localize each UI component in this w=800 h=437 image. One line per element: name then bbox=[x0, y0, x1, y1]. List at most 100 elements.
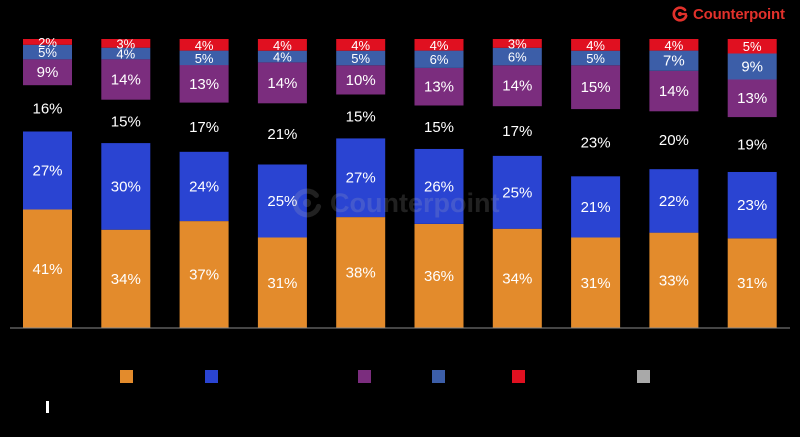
data-label-s4-c1: 4% bbox=[116, 47, 135, 62]
legend-swatch-s4 bbox=[432, 370, 445, 383]
bar-segment-s3-c6 bbox=[492, 65, 542, 107]
data-label-s5-c3: 4% bbox=[273, 38, 292, 53]
data-label-s4-c6: 6% bbox=[508, 50, 527, 65]
legend-swatch-s0 bbox=[120, 370, 133, 383]
bars-layer bbox=[23, 39, 777, 328]
data-label-s5-c7: 4% bbox=[586, 38, 605, 53]
data-label-s2-c0: 16% bbox=[32, 100, 62, 117]
bar-segment-s0-c0 bbox=[23, 209, 72, 328]
bar-segment-s3-c4 bbox=[336, 65, 386, 95]
data-label-s1-c7: 21% bbox=[581, 199, 611, 216]
bar-segment-s4-c1 bbox=[101, 47, 151, 60]
legend-swatch-s5 bbox=[512, 370, 525, 383]
data-label-s2-c2: 17% bbox=[189, 119, 219, 136]
data-label-s3-c3: 14% bbox=[267, 75, 297, 92]
logo-mark-icon bbox=[672, 6, 688, 22]
data-label-s1-c9: 23% bbox=[737, 197, 767, 214]
watermark-logo-icon bbox=[292, 188, 322, 218]
bar-segment-s4-c6 bbox=[492, 47, 542, 66]
data-label-s1-c3: 25% bbox=[267, 193, 297, 210]
data-label-s4-c0: 5% bbox=[38, 45, 57, 60]
data-label-s0-c5: 36% bbox=[424, 268, 454, 285]
data-label-s2-c6: 17% bbox=[502, 123, 532, 140]
data-label-s1-c8: 22% bbox=[659, 193, 689, 210]
bar-segment-s5-c0 bbox=[23, 39, 72, 45]
bar-segment-s1-c0 bbox=[23, 131, 72, 210]
data-label-s4-c8: 7% bbox=[663, 53, 685, 70]
legend-swatch-s6 bbox=[637, 370, 650, 383]
bar-segment-s0-c3 bbox=[257, 237, 307, 328]
data-label-s3-c0: 9% bbox=[37, 64, 59, 81]
data-label-s1-c5: 26% bbox=[424, 178, 454, 195]
bar-segment-s4-c5 bbox=[414, 50, 464, 68]
data-label-s2-c3: 21% bbox=[267, 126, 297, 143]
data-label-s1-c0: 27% bbox=[32, 163, 62, 180]
data-label-s3-c9: 13% bbox=[737, 90, 767, 107]
data-label-s3-c4: 10% bbox=[346, 72, 376, 89]
bar-segment-s2-c0 bbox=[23, 85, 72, 132]
bar-segment-s4-c7 bbox=[571, 50, 621, 66]
data-label-s3-c2: 13% bbox=[189, 76, 219, 93]
labels-layer: 41%27%16%9%5%2%34%30%15%14%4%3%37%24%17%… bbox=[32, 35, 767, 292]
source-marker bbox=[46, 401, 49, 413]
bar-segment-s0-c6 bbox=[492, 228, 542, 328]
bar-segment-s2-c2 bbox=[179, 102, 229, 152]
bar-segment-s5-c1 bbox=[101, 39, 151, 48]
data-label-s3-c7: 15% bbox=[581, 79, 611, 96]
data-label-s4-c7: 5% bbox=[586, 51, 605, 66]
data-label-s3-c5: 13% bbox=[424, 79, 454, 96]
bar-segment-s5-c4 bbox=[336, 39, 386, 51]
bar-segment-s0-c7 bbox=[571, 237, 621, 328]
bar-segment-s4-c2 bbox=[179, 50, 229, 66]
data-label-s5-c2: 4% bbox=[195, 38, 214, 53]
bar-segment-s2-c6 bbox=[492, 106, 542, 156]
data-label-s4-c2: 5% bbox=[195, 51, 214, 66]
bar-segment-s3-c9 bbox=[727, 79, 777, 118]
bar-segment-s2-c3 bbox=[257, 103, 307, 165]
data-label-s5-c8: 4% bbox=[665, 38, 684, 53]
bar-segment-s1-c8 bbox=[649, 169, 699, 233]
data-label-s5-c5: 4% bbox=[430, 38, 449, 53]
data-label-s2-c4: 15% bbox=[346, 108, 376, 125]
data-label-s4-c3: 4% bbox=[273, 50, 292, 65]
bar-segment-s1-c4 bbox=[336, 138, 386, 218]
bar-segment-s2-c7 bbox=[571, 109, 621, 177]
data-label-s5-c0: 2% bbox=[38, 35, 57, 50]
brand-name: Counterpoint bbox=[693, 5, 785, 23]
bar-segment-s3-c7 bbox=[571, 65, 621, 110]
data-label-s1-c1: 30% bbox=[111, 178, 141, 195]
data-label-s0-c3: 31% bbox=[267, 275, 297, 292]
legend-swatch-s1 bbox=[205, 370, 218, 383]
data-label-s4-c9: 9% bbox=[741, 59, 763, 76]
data-label-s4-c5: 6% bbox=[430, 52, 449, 67]
data-label-s2-c8: 20% bbox=[659, 132, 689, 149]
bar-segment-s1-c2 bbox=[179, 151, 229, 222]
data-label-s5-c6: 3% bbox=[508, 36, 527, 51]
data-label-s0-c0: 41% bbox=[32, 261, 62, 278]
bar-segment-s3-c0 bbox=[23, 59, 72, 86]
data-label-s5-c1: 3% bbox=[116, 36, 135, 51]
bar-segment-s5-c7 bbox=[571, 39, 621, 51]
data-label-s1-c4: 27% bbox=[346, 170, 376, 187]
data-label-s0-c4: 38% bbox=[346, 265, 376, 282]
bar-segment-s3-c1 bbox=[101, 59, 151, 100]
data-label-s3-c1: 14% bbox=[111, 72, 141, 89]
data-label-s5-c9: 5% bbox=[743, 39, 762, 54]
data-label-s2-c7: 23% bbox=[581, 135, 611, 152]
bar-segment-s5-c6 bbox=[492, 39, 542, 48]
data-label-s0-c6: 34% bbox=[502, 270, 532, 287]
data-label-s0-c9: 31% bbox=[737, 275, 767, 292]
bar-segment-s0-c2 bbox=[179, 221, 229, 328]
bar-segment-s4-c8 bbox=[649, 50, 699, 71]
bar-segment-s5-c3 bbox=[257, 39, 307, 51]
legend-swatch-s3 bbox=[358, 370, 371, 383]
data-label-s2-c5: 15% bbox=[424, 119, 454, 136]
bar-segment-s1-c3 bbox=[257, 164, 307, 238]
data-label-s1-c6: 25% bbox=[502, 184, 532, 201]
bar-segment-s5-c5 bbox=[414, 39, 464, 51]
watermark-text: Counterpoint bbox=[330, 187, 500, 218]
data-label-s0-c8: 33% bbox=[659, 272, 689, 289]
bar-segment-s5-c8 bbox=[649, 39, 699, 51]
bar-segment-s1-c7 bbox=[571, 176, 621, 238]
data-label-s3-c8: 14% bbox=[659, 83, 689, 100]
